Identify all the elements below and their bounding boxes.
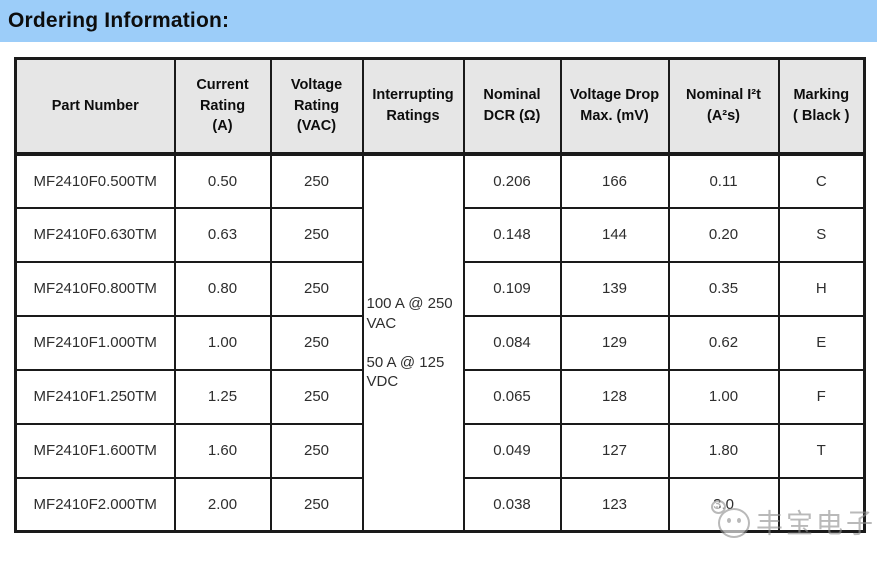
cell-voltage-rating: 250	[269, 422, 364, 479]
cell-voltage-drop: 129	[559, 314, 670, 371]
cell-part-number: MF2410F2.000TM	[14, 476, 176, 533]
cell-marking: F	[777, 368, 866, 425]
cell-voltage-rating: 250	[269, 476, 364, 533]
cell-nominal-i2t: 0.62	[667, 314, 780, 371]
cell-marking	[777, 476, 866, 533]
cell-current-rating: 2.00	[173, 476, 272, 533]
table-row: MF2410F0.630TM 0.63 250 0.148 144 0.20 S	[14, 206, 866, 263]
cell-nominal-dcr: 0.038	[462, 476, 562, 533]
cell-voltage-drop: 144	[559, 206, 670, 263]
cell-marking: H	[777, 260, 866, 317]
cell-nominal-dcr: 0.049	[462, 422, 562, 479]
col-header-marking: Marking ( Black )	[777, 57, 866, 156]
cell-nominal-i2t: 0.20	[667, 206, 780, 263]
table-row: MF2410F1.600TM 1.60 250 0.049 127 1.80 T	[14, 422, 866, 479]
cell-nominal-dcr: 0.109	[462, 260, 562, 317]
cell-voltage-drop: 123	[559, 476, 670, 533]
cell-current-rating: 0.63	[173, 206, 272, 263]
table-row: MF2410F0.500TM 0.50 250 100 A @ 250 VAC …	[14, 152, 866, 533]
cell-voltage-rating: 250	[269, 206, 364, 263]
cell-part-number: MF2410F1.600TM	[14, 422, 176, 479]
col-header-current-rating: Current Rating (A)	[173, 57, 272, 156]
col-header-nominal-dcr: Nominal DCR (Ω)	[462, 57, 562, 156]
table-row: MF2410F1.250TM 1.25 250 0.065 128 1.00 F	[14, 368, 866, 425]
header-row: Part Number Current Rating (A) Voltage R…	[14, 57, 866, 156]
cell-part-number: MF2410F0.500TM	[14, 152, 176, 209]
cell-nominal-i2t: 1.00	[667, 368, 780, 425]
cell-part-number: MF2410F1.250TM	[14, 368, 176, 425]
cell-current-rating: 1.25	[173, 368, 272, 425]
cell-part-number: MF2410F0.630TM	[14, 206, 176, 263]
cell-voltage-rating: 250	[269, 368, 364, 425]
cell-nominal-dcr: 0.084	[462, 314, 562, 371]
cell-current-rating: 0.80	[173, 260, 272, 317]
cell-voltage-rating: 250	[269, 260, 364, 317]
cell-marking: S	[777, 206, 866, 263]
col-header-nominal-i2t: Nominal I²t (A²s)	[667, 57, 780, 156]
cell-nominal-dcr: 0.206	[462, 152, 562, 209]
col-header-part-number: Part Number	[14, 57, 176, 156]
cell-current-rating: 1.60	[173, 422, 272, 479]
table-row: MF2410F0.800TM 0.80 250 0.109 139 0.35 H	[14, 260, 866, 317]
cell-nominal-dcr: 0.065	[462, 368, 562, 425]
cell-nominal-i2t: 1.80	[667, 422, 780, 479]
cell-current-rating: 0.50	[173, 152, 272, 209]
cell-current-rating: 1.00	[173, 314, 272, 371]
cell-nominal-i2t: 3.0	[667, 476, 780, 533]
page-title: Ordering Information:	[8, 9, 230, 32]
cell-voltage-rating: 250	[269, 314, 364, 371]
cell-part-number: MF2410F0.800TM	[14, 260, 176, 317]
cell-interrupting-ratings: 100 A @ 250 VAC 50 A @ 125 VDC	[361, 152, 465, 533]
col-header-voltage-rating: Voltage Rating (VAC)	[269, 57, 364, 156]
cell-voltage-drop: 128	[559, 368, 670, 425]
section-title-bar: Ordering Information:	[0, 0, 877, 42]
col-header-voltage-drop: Voltage Drop Max. (mV)	[559, 57, 670, 156]
cell-nominal-i2t: 0.11	[667, 152, 780, 209]
cell-nominal-i2t: 0.35	[667, 260, 780, 317]
col-header-interrupting-ratings: Interrupting Ratings	[361, 57, 465, 156]
cell-voltage-drop: 166	[559, 152, 670, 209]
cell-nominal-dcr: 0.148	[462, 206, 562, 263]
cell-marking: E	[777, 314, 866, 371]
table-row: MF2410F2.000TM 2.00 250 0.038 123 3.0	[14, 476, 866, 533]
cell-voltage-drop: 139	[559, 260, 670, 317]
cell-marking: C	[777, 152, 866, 209]
cell-voltage-rating: 250	[269, 152, 364, 209]
cell-marking: T	[777, 422, 866, 479]
ordering-info-table: Part Number Current Rating (A) Voltage R…	[14, 57, 866, 533]
cell-voltage-drop: 127	[559, 422, 670, 479]
table-row: MF2410F1.000TM 1.00 250 0.084 129 0.62 E	[14, 314, 866, 371]
cell-part-number: MF2410F1.000TM	[14, 314, 176, 371]
